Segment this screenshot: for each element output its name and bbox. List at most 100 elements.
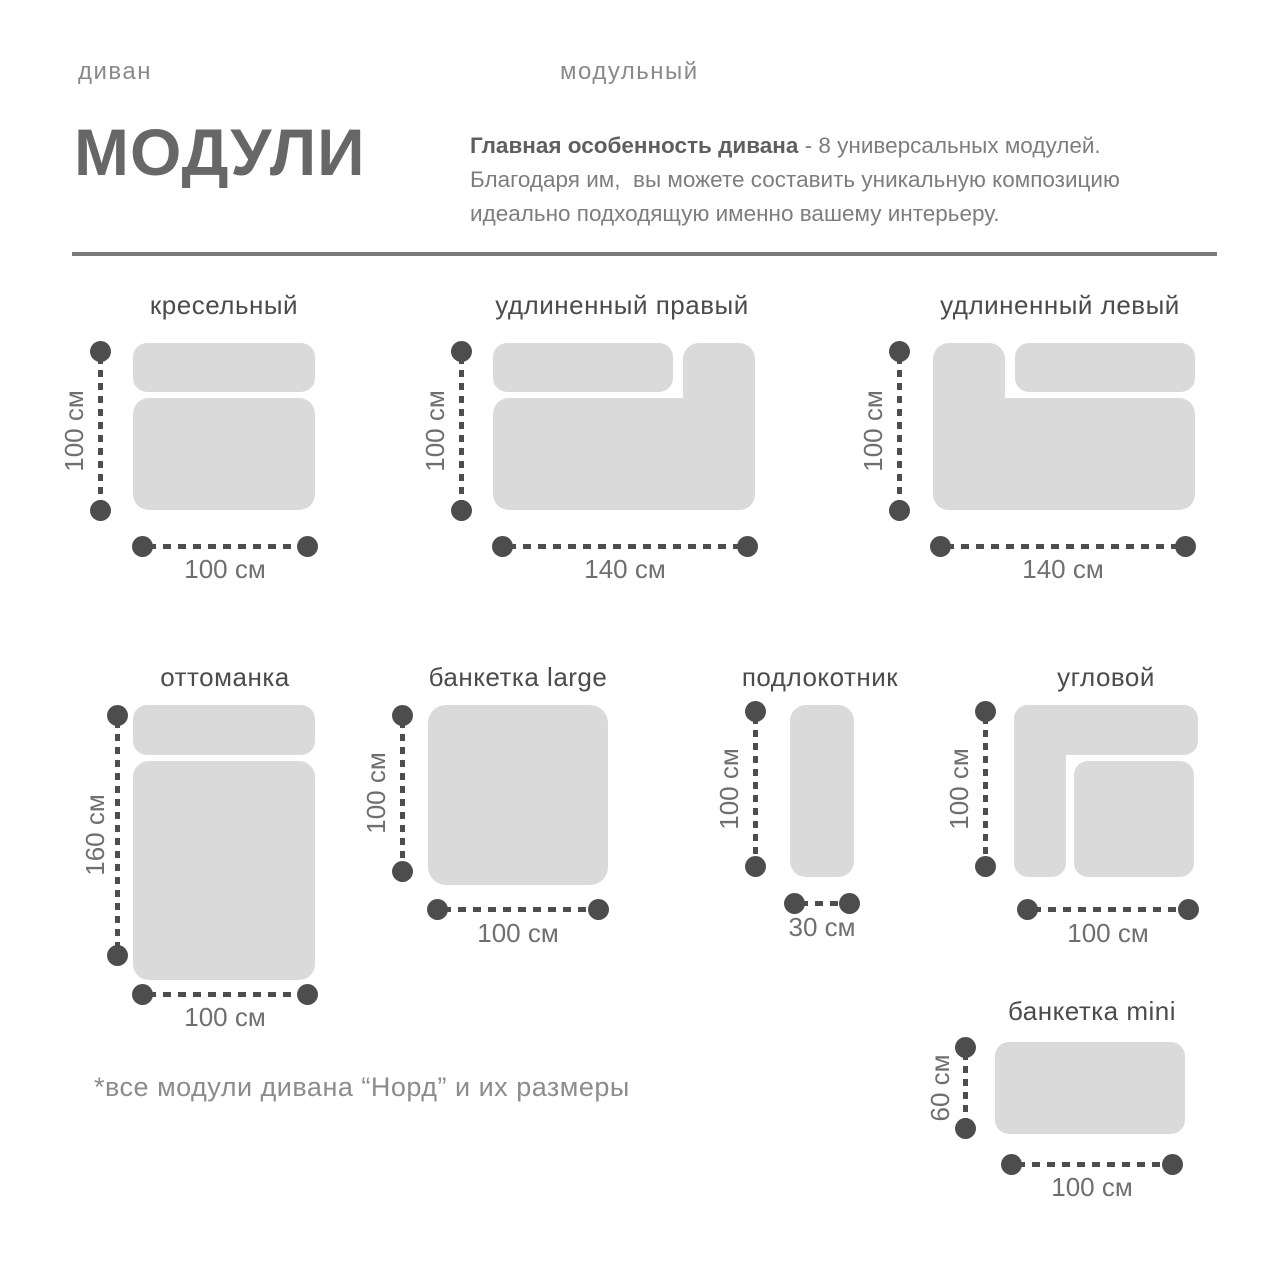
module-name: подлокотник	[741, 662, 899, 692]
dashed-line	[115, 721, 120, 950]
banquette-large-part	[428, 705, 608, 885]
dashed-line	[753, 717, 758, 861]
dashed-line	[148, 544, 302, 549]
dimension-dot	[90, 500, 111, 521]
armrest-part	[790, 705, 854, 877]
height-dimension-line	[451, 341, 473, 521]
height-dimension-line	[975, 701, 997, 877]
extended-left-part	[933, 398, 1195, 510]
category-label-right: модульный	[560, 58, 699, 85]
dimension-dot	[1001, 1154, 1022, 1175]
dashed-line	[1017, 1162, 1167, 1167]
divider-line	[72, 252, 1217, 256]
dashed-line	[897, 357, 902, 505]
module-name: банкетка large	[428, 662, 608, 692]
dimension-dot	[784, 893, 805, 914]
dashed-line	[946, 544, 1180, 549]
dashed-line	[98, 357, 103, 505]
dimension-dot	[107, 705, 128, 726]
dimension-dot	[975, 701, 996, 722]
width-dimension-label: 100 см	[184, 554, 266, 584]
width-dimension-line	[132, 536, 318, 558]
width-dimension-line	[427, 899, 609, 921]
dimension-dot	[1175, 536, 1196, 557]
module-name: удлиненный правый	[495, 290, 749, 320]
height-dimension-line	[107, 705, 129, 966]
dimension-dot	[297, 536, 318, 557]
ottoman-part	[133, 705, 315, 755]
dimension-dot	[427, 899, 448, 920]
intro-text: - 8 универсальных модулей. Благодаря им,…	[470, 133, 1127, 226]
banquette-mini-part	[995, 1042, 1185, 1134]
height-dimension-line	[889, 341, 911, 521]
dimension-dot	[889, 500, 910, 521]
width-dimension-line	[930, 536, 1196, 558]
ottoman-part	[133, 761, 315, 980]
width-dimension-label: 100 см	[184, 1002, 266, 1032]
dimension-dot	[392, 861, 413, 882]
dashed-line	[800, 901, 844, 906]
width-dimension-label: 140 см	[1022, 554, 1104, 584]
intro-lead: Главная особенность дивана	[470, 133, 799, 158]
width-dimension-label: 100 см	[477, 918, 559, 948]
dashed-line	[983, 717, 988, 861]
corner-part	[1074, 761, 1194, 877]
dimension-dot	[392, 705, 413, 726]
dimension-dot	[1162, 1154, 1183, 1175]
page-title: МОДУЛИ	[74, 115, 366, 189]
extended-left-part	[1015, 343, 1195, 392]
armchair-part	[133, 343, 315, 392]
dimension-dot	[588, 899, 609, 920]
dashed-line	[963, 1053, 968, 1123]
dimension-dot	[107, 945, 128, 966]
height-dimension-line	[745, 701, 767, 877]
dimension-dot	[975, 856, 996, 877]
height-dimension-line	[90, 341, 112, 521]
module-name: удлиненный левый	[940, 290, 1180, 320]
dimension-dot	[132, 536, 153, 557]
category-label-left: диван	[78, 58, 152, 85]
dimension-dot	[955, 1037, 976, 1058]
dashed-line	[400, 721, 405, 866]
extended-right-part	[493, 398, 755, 510]
module-name: оттоманка	[160, 662, 290, 692]
dashed-line	[443, 907, 593, 912]
height-dimension-label: 60 см	[925, 1054, 955, 1122]
height-dimension-label: 100 см	[858, 390, 888, 472]
dashed-line	[148, 992, 302, 997]
width-dimension-line	[132, 984, 318, 1006]
dimension-dot	[492, 536, 513, 557]
dashed-line	[459, 357, 464, 505]
height-dimension-label: 160 см	[80, 794, 110, 876]
dimension-dot	[839, 893, 860, 914]
dimension-dot	[297, 984, 318, 1005]
dashed-line	[1033, 907, 1183, 912]
height-dimension-label: 100 см	[420, 390, 450, 472]
dimension-dot	[930, 536, 951, 557]
height-dimension-line	[392, 705, 414, 882]
dimension-dot	[745, 856, 766, 877]
dimension-dot	[1017, 899, 1038, 920]
module-name: угловой	[1057, 662, 1155, 692]
module-name: кресельный	[149, 290, 299, 320]
width-dimension-label: 100 см	[1051, 1172, 1133, 1202]
dimension-dot	[955, 1118, 976, 1139]
module-name: банкетка mini	[1007, 996, 1177, 1026]
width-dimension-line	[492, 536, 758, 558]
dimension-dot	[132, 984, 153, 1005]
armchair-part	[133, 398, 315, 510]
width-dimension-line	[1017, 899, 1199, 921]
dimension-dot	[451, 500, 472, 521]
height-dimension-label: 100 см	[944, 748, 974, 830]
dimension-dot	[889, 341, 910, 362]
height-dimension-label: 100 см	[361, 752, 391, 834]
height-dimension-line	[955, 1037, 977, 1139]
dimension-dot	[90, 341, 111, 362]
dashed-line	[508, 544, 742, 549]
width-dimension-label: 30 см	[788, 912, 856, 942]
height-dimension-label: 100 см	[714, 748, 744, 830]
width-dimension-line	[784, 893, 860, 915]
height-dimension-label: 100 см	[59, 390, 89, 472]
extended-right-part	[493, 343, 673, 392]
